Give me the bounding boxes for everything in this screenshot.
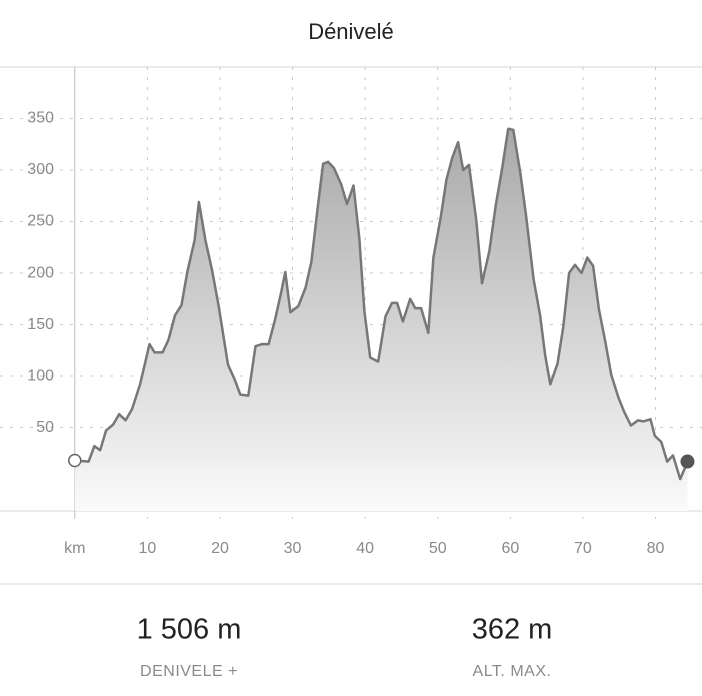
x-tick-label: km (64, 540, 85, 557)
y-tick-label: 250 (27, 213, 54, 230)
x-tick-label: 30 (284, 540, 302, 557)
x-tick-label: 10 (138, 540, 156, 557)
y-tick-label: 200 (27, 264, 54, 281)
end-marker (680, 454, 695, 469)
x-tick-label: 80 (647, 540, 665, 557)
area-fill (74, 128, 688, 512)
y-tick-label: 100 (27, 367, 54, 384)
chart-title: Dénivelé (308, 19, 394, 44)
x-tick-label: 20 (211, 540, 229, 557)
x-tick-label: 60 (501, 540, 519, 557)
x-tick-label: 70 (574, 540, 592, 557)
y-tick-label: 50 (36, 419, 54, 436)
start-marker (68, 453, 82, 468)
stat-value: 362 m (472, 614, 553, 646)
x-tick-label: 50 (429, 540, 447, 557)
elevation-line (74, 127, 689, 481)
stat-value: 1 506 m (137, 614, 242, 646)
y-tick-label: 300 (27, 161, 54, 178)
x-tick-label: 40 (356, 540, 374, 557)
y-tick-label: 150 (27, 316, 54, 333)
stat-label: DENIVELE + (140, 663, 238, 680)
y-tick-label: 350 (27, 110, 54, 127)
stat-label: ALT. MAX. (473, 663, 552, 680)
